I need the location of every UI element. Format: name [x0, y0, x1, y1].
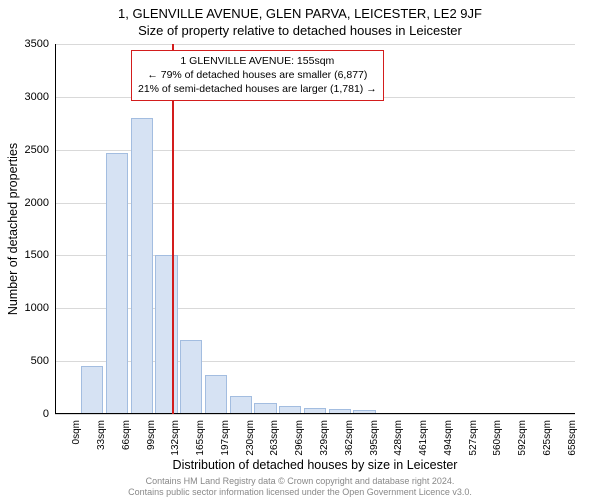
gridline: [55, 44, 575, 45]
ytick-label: 3500: [9, 38, 49, 50]
address-title: 1, GLENVILLE AVENUE, GLEN PARVA, LEICEST…: [0, 0, 600, 21]
histogram-bar: [230, 396, 252, 414]
histogram-bar: [106, 153, 128, 414]
ytick-label: 3000: [9, 91, 49, 103]
ytick-label: 2000: [9, 197, 49, 209]
histogram-bar: [81, 366, 103, 414]
ytick-label: 2500: [9, 144, 49, 156]
info-box: 1 GLENVILLE AVENUE: 155sqm← 79% of detac…: [131, 50, 384, 101]
histogram-bar: [131, 118, 153, 414]
gridline: [55, 414, 575, 415]
x-axis-line: [55, 413, 575, 414]
histogram-bar: [205, 375, 227, 414]
histogram-bar: [180, 340, 202, 414]
ytick-label: 500: [9, 355, 49, 367]
info-box-line: ← 79% of detached houses are smaller (6,…: [138, 68, 377, 82]
x-axis-label: Distribution of detached houses by size …: [55, 458, 575, 472]
plot-area: 05001000150020002500300035000sqm33sqm66s…: [55, 44, 575, 414]
info-box-line: 1 GLENVILLE AVENUE: 155sqm: [138, 54, 377, 68]
info-box-line: 21% of semi-detached houses are larger (…: [138, 82, 377, 96]
ytick-label: 1000: [9, 302, 49, 314]
y-axis-line: [55, 44, 56, 414]
footer-line-2: Contains public sector information licen…: [0, 487, 600, 498]
chart-container: 1, GLENVILLE AVENUE, GLEN PARVA, LEICEST…: [0, 0, 600, 500]
ytick-label: 1500: [9, 249, 49, 261]
footer-line-1: Contains HM Land Registry data © Crown c…: [0, 476, 600, 487]
histogram-bar: [155, 255, 177, 414]
footer-attribution: Contains HM Land Registry data © Crown c…: [0, 476, 600, 499]
ytick-label: 0: [9, 408, 49, 420]
subtitle: Size of property relative to detached ho…: [0, 21, 600, 38]
